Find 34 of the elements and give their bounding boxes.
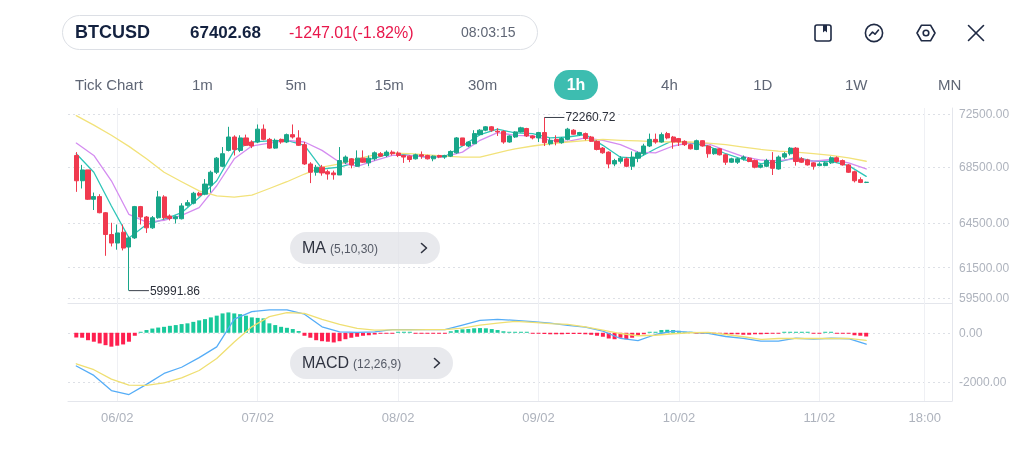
annotation: 72260.72 (565, 110, 616, 125)
label-pill: MACD (12,26,9) (290, 347, 453, 379)
y-tick-label: 0.00 (959, 325, 983, 340)
y-tick-label: 61500.00 (959, 260, 1010, 275)
x-tick-label: 09/02 (522, 410, 555, 425)
x-tick-label: 07/02 (241, 410, 274, 425)
text: 1W (844, 75, 868, 95)
y-tick-label: -2000.00 (959, 375, 1007, 390)
x-tick-label: 11/02 (803, 410, 836, 425)
y-tick-label: 68500.00 (959, 160, 1010, 175)
text: 08:03:15 (461, 23, 516, 42)
text: 67402.68 (190, 22, 261, 44)
text: 1D (753, 75, 773, 95)
text: -1247.01(-1.82%) (289, 23, 414, 43)
x-tick-label: 10/02 (662, 410, 696, 425)
y-tick-label: 59500.00 (959, 291, 1010, 306)
text: 4h (661, 75, 678, 95)
chart-title: BTCUSD (75, 21, 150, 44)
text: 1h (553, 70, 599, 100)
y-tick-label: 72500.00 (959, 107, 1010, 122)
annotation: 59991.86 (149, 283, 201, 298)
text: 30m (468, 75, 498, 95)
x-tick-label: 18:00 (908, 410, 941, 425)
text: 1m (191, 75, 213, 95)
label-pill: MA (5,10,30) (290, 232, 440, 264)
text: Tick Chart (75, 75, 143, 95)
text: 5m (285, 75, 307, 95)
legend-title: MA (5,10,30) (302, 239, 379, 256)
x-tick-label: 06/02 (100, 410, 134, 425)
text: MN (937, 75, 962, 95)
y-tick-label: 64500.00 (959, 216, 1010, 231)
text: 15m (374, 75, 404, 95)
legend-title: MACD (12,26,9) (302, 354, 402, 371)
x-tick-label: 08/02 (381, 410, 415, 425)
